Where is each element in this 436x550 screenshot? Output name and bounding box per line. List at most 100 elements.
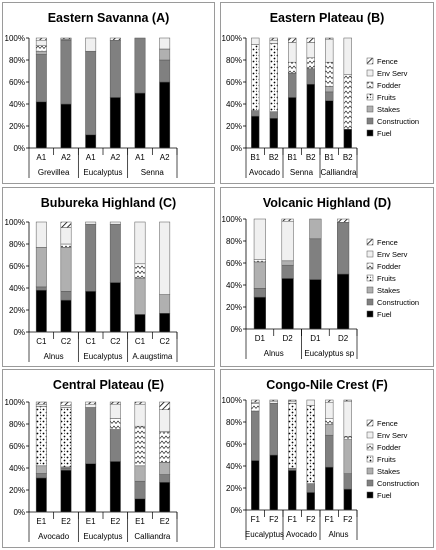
- group-label: Eucalyptus: [83, 352, 122, 361]
- x-category-label: F2: [306, 515, 316, 524]
- bar-segment-env-serv: [85, 37, 97, 52]
- bar-segment-fence: [337, 218, 350, 223]
- x-category-label: D1: [310, 334, 321, 343]
- bar-segment-fuel: [288, 470, 297, 511]
- y-tick-label: 60%: [226, 78, 242, 87]
- bar-segment-env-serv: [159, 409, 171, 432]
- group-label: Senna: [290, 168, 314, 177]
- legend-swatch-fuel: [366, 491, 374, 499]
- bar-segment-fruits: [269, 43, 278, 112]
- legend-swatch-env-serv: [366, 69, 374, 77]
- bar-segment-fodder: [109, 418, 121, 430]
- y-tick-label: 20%: [9, 486, 25, 495]
- bar-segment-fence: [60, 37, 72, 40]
- bar-segment-construction: [306, 68, 315, 85]
- legend-swatch-stakes: [366, 467, 374, 475]
- x-category-label: A1: [86, 153, 96, 162]
- legend-label: Construction: [377, 479, 419, 488]
- bar-segment-fruits: [288, 403, 297, 469]
- bar-segment-construction: [159, 59, 171, 83]
- bar-segment-fence: [60, 221, 72, 228]
- bar-segment-construction: [309, 238, 322, 280]
- chart-panel-4: Volcanic Highland (D) 0% 20% 40% 60% 80% 100% D…: [220, 187, 434, 367]
- group-label: Eucalyptus: [245, 530, 284, 539]
- bar-segment-fruits: [60, 407, 72, 468]
- x-category-label: E2: [61, 517, 71, 526]
- x-category-label: B2: [343, 153, 353, 162]
- bar-segment-env-serv: [35, 39, 47, 46]
- bar-segment-fruits: [251, 44, 260, 111]
- chart-panel-3: Bubureka Highland (C) 0% 20% 40% 60% 80% 100% C…: [2, 187, 215, 367]
- bar-segment-fence: [109, 401, 121, 405]
- panel-frame: [2, 187, 215, 367]
- bar-segment-env-serv: [306, 399, 315, 406]
- bar-segment-fuel: [159, 482, 171, 513]
- bar-segment-env-serv: [306, 42, 315, 59]
- bar-segment-stakes: [253, 261, 266, 289]
- legend-label: Construction: [377, 117, 419, 126]
- group-label: Avocado: [249, 168, 281, 177]
- panel-frame: [2, 2, 215, 184]
- y-tick-label: 100%: [5, 218, 25, 227]
- bar-segment-stakes: [159, 48, 171, 61]
- bar-segment-fuel: [109, 461, 121, 513]
- bar-segment-stakes: [325, 423, 334, 436]
- legend-swatch-construction: [366, 298, 374, 306]
- bar-segment-fuel: [134, 314, 146, 333]
- bar-segment-fuel: [159, 313, 171, 333]
- y-tick-label: 40%: [9, 284, 25, 293]
- bar-segment-fence: [269, 399, 278, 402]
- group-label: Calliandra: [320, 168, 357, 177]
- bar-segment-construction: [337, 222, 350, 275]
- bar-segment-fuel: [35, 477, 47, 513]
- group-label: Alnus: [264, 349, 284, 358]
- bar-segment-fence: [269, 37, 278, 41]
- bar-segment-env-serv: [85, 221, 97, 225]
- y-tick-label: 60%: [9, 78, 25, 87]
- bar-segment-construction: [251, 110, 260, 117]
- chart-panel-1: Eastern Savanna (A) 0% 20% 40% 60% 80% 100% A1 A…: [2, 2, 215, 184]
- bar-segment-env-serv: [253, 218, 266, 260]
- y-tick-label: 80%: [226, 56, 242, 65]
- bar-segment-construction: [253, 288, 266, 298]
- bar-segment-fence: [343, 399, 352, 402]
- group-label: Avocado: [38, 532, 70, 541]
- x-category-label: F1: [325, 515, 335, 524]
- bar-segment-stakes: [134, 277, 146, 315]
- bar-segment-construction: [288, 72, 297, 98]
- bar-segment-fuel: [109, 97, 121, 149]
- bar-segment-fence: [325, 399, 334, 403]
- y-tick-label: 40%: [226, 100, 242, 109]
- legend-label: Fuel: [377, 491, 392, 500]
- bar-segment-fodder: [343, 436, 352, 440]
- panel-title: Eastern Plateau (B): [270, 11, 385, 25]
- y-tick-label: 20%: [9, 306, 25, 315]
- x-category-label: D2: [283, 334, 294, 343]
- group-label: Avocado: [286, 530, 318, 539]
- x-category-label: A2: [160, 153, 170, 162]
- legend-swatch-fodder: [366, 262, 374, 270]
- bar-segment-construction: [109, 39, 121, 98]
- y-tick-label: 60%: [226, 440, 242, 449]
- x-category-label: F2: [269, 515, 279, 524]
- legend-swatch-stakes: [366, 105, 374, 113]
- bar-segment-env-serv: [251, 37, 260, 45]
- legend-label: Fruits: [377, 274, 396, 283]
- bar-segment-fuel: [343, 129, 352, 149]
- bar-segment-env-serv: [159, 37, 171, 50]
- bar-segment-fuel: [85, 463, 97, 513]
- bar-segment-fuel: [309, 279, 322, 330]
- y-tick-label: 40%: [226, 462, 242, 471]
- y-tick-label: 40%: [226, 281, 242, 290]
- group-label: Grevillea: [38, 168, 70, 177]
- bar-segment-stakes: [35, 247, 47, 288]
- panel-title: Bubureka Highland (C): [41, 196, 176, 210]
- bar-segment-fuel: [60, 299, 72, 333]
- chart-panel-6: Congo-Nile Crest (F) 0% 20% 40% 60% 80% 100% F1…: [220, 369, 434, 548]
- group-label: Eucalyptus: [83, 532, 122, 541]
- x-category-label: F1: [288, 515, 298, 524]
- bar-segment-fence: [251, 399, 260, 403]
- legend-label: Env Serv: [377, 431, 408, 440]
- bar-segment-fuel: [35, 289, 47, 333]
